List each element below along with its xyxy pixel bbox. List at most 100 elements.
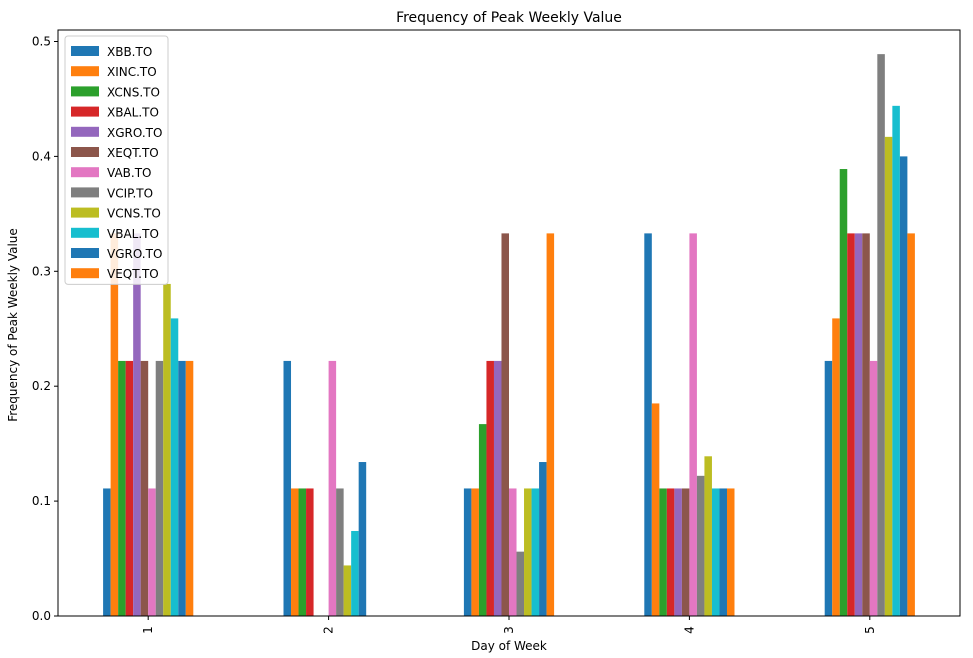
- legend-label: VEQT.TO: [107, 267, 159, 281]
- legend-label: VAB.TO: [107, 166, 151, 180]
- bar-vgro-to-day-2: [358, 462, 367, 616]
- legend: XBB.TO XINC.TO XCNS.TO XBAL.TO XGRO.TO XEQT.T…: [64, 35, 169, 285]
- legend-box: [64, 35, 169, 285]
- bar-veqt-to-day-1: [185, 360, 194, 616]
- y-tick-label: 0.4: [32, 149, 51, 163]
- y-tick-label: 0.2: [32, 379, 51, 393]
- bar-xbal-to-day-3: [486, 360, 494, 616]
- bar-xcns-to-day-1: [118, 360, 126, 616]
- bar-xinc-to-day-5: [832, 318, 840, 616]
- bar-vgro-to-day-1: [178, 360, 186, 616]
- bar-xinc-to-day-3: [471, 488, 479, 616]
- x-tick-label: 4: [682, 626, 696, 634]
- bar-veqt-to-day-3: [546, 233, 555, 616]
- bar-vbal-to-day-1: [170, 318, 179, 616]
- legend-swatch: [71, 268, 99, 279]
- legend-swatch: [71, 187, 99, 198]
- bar-xgro-to-day-3: [493, 360, 502, 616]
- legend-label: XCNS.TO: [107, 85, 160, 99]
- bar-xinc-to-day-2: [291, 488, 299, 616]
- bar-vcns-to-day-4: [704, 456, 712, 616]
- bar-vcns-to-day-3: [524, 488, 532, 616]
- bar-vcns-to-day-1: [163, 283, 171, 616]
- bar-vcns-to-day-2: [343, 565, 352, 616]
- bar-vbal-to-day-4: [711, 488, 720, 616]
- bar-vbal-to-day-2: [351, 530, 359, 616]
- bar-xeqt-to-day-5: [862, 233, 870, 616]
- bar-vcip-to-day-4: [696, 475, 705, 616]
- bar-xeqt-to-day-4: [681, 488, 690, 616]
- x-tick-label: 5: [863, 626, 877, 634]
- bar-veqt-to-day-4: [726, 488, 735, 616]
- bar-xbal-to-day-4: [666, 488, 675, 616]
- bar-vbal-to-day-5: [892, 105, 900, 616]
- legend-swatch: [71, 66, 99, 77]
- chart-title: Frequency of Peak Weekly Value: [396, 10, 622, 26]
- legend-swatch: [71, 126, 99, 137]
- bar-xbb-to-day-2: [283, 360, 292, 616]
- bar-xbb-to-day-5: [824, 360, 833, 616]
- bar-xcns-to-day-2: [298, 488, 307, 616]
- legend-swatch: [71, 227, 99, 238]
- legend-swatch: [71, 86, 99, 97]
- legend-swatch: [71, 207, 99, 218]
- bar-vcns-to-day-5: [884, 136, 893, 617]
- bar-vgro-to-day-3: [539, 462, 547, 616]
- legend-swatch: [71, 248, 99, 258]
- bar-vab-to-day-3: [509, 488, 517, 616]
- bar-xbal-to-day-5: [847, 233, 855, 616]
- bar-xgro-to-day-1: [133, 233, 141, 616]
- legend-swatch: [71, 147, 99, 157]
- bar-xeqt-to-day-3: [501, 233, 509, 616]
- bar-xcns-to-day-3: [478, 424, 487, 616]
- bar-vgro-to-day-4: [719, 488, 727, 616]
- x-tick-label: 1: [141, 626, 155, 634]
- legend-swatch: [71, 106, 99, 117]
- bar-xeqt-to-day-1: [140, 360, 149, 616]
- bar-vab-to-day-4: [689, 233, 697, 616]
- bar-vcip-to-day-1: [155, 360, 164, 616]
- bar-vbal-to-day-3: [531, 488, 540, 616]
- legend-label: XGRO.TO: [107, 126, 162, 140]
- legend-label: XBB.TO: [107, 45, 152, 59]
- bar-xbal-to-day-1: [125, 360, 134, 616]
- y-tick-label: 0.5: [32, 34, 51, 48]
- bar-xbb-to-day-4: [644, 233, 652, 616]
- bar-vab-to-day-2: [328, 360, 337, 616]
- bar-vab-to-day-5: [869, 360, 878, 616]
- y-axis-title: Frequency of Peak Weekly Value: [6, 228, 20, 422]
- bar-xcns-to-day-4: [659, 488, 667, 616]
- bar-xinc-to-day-1: [110, 233, 119, 616]
- bar-vcip-to-day-5: [877, 54, 885, 616]
- legend-swatch: [71, 46, 99, 56]
- legend-label: VCIP.TO: [107, 186, 153, 200]
- x-tick-label: 2: [322, 626, 336, 634]
- axes-group: 0.0 0.1 0.2 0.3 0.4 0.5 1 2 3 4 5: [32, 29, 961, 634]
- bar-xbb-to-day-3: [463, 488, 472, 616]
- y-tick-label: 0.0: [32, 609, 51, 623]
- bar-xcns-to-day-5: [839, 169, 848, 616]
- legend-label: VGRO.TO: [107, 247, 162, 261]
- legend-label: XINC.TO: [107, 65, 157, 79]
- bar-xinc-to-day-4: [651, 403, 660, 616]
- bar-vgro-to-day-5: [899, 156, 908, 616]
- x-axis-title: Day of Week: [471, 639, 547, 653]
- bar-veqt-to-day-5: [907, 233, 915, 616]
- bar-vcip-to-day-2: [336, 488, 344, 616]
- bar-vcip-to-day-3: [516, 551, 525, 616]
- bar-xbb-to-day-1: [103, 488, 111, 616]
- legend-label: XEQT.TO: [107, 146, 159, 160]
- legend-label: VCNS.TO: [107, 207, 161, 221]
- bar-xbal-to-day-2: [306, 488, 314, 616]
- bars-group: [103, 54, 915, 617]
- bar-xgro-to-day-4: [674, 488, 682, 616]
- legend-label: XBAL.TO: [107, 106, 159, 120]
- bar-vab-to-day-1: [148, 488, 156, 616]
- x-tick-label: 3: [502, 626, 516, 634]
- legend-swatch: [71, 167, 99, 178]
- y-tick-label: 0.1: [32, 494, 51, 508]
- legend-label: VBAL.TO: [107, 227, 159, 241]
- bar-xgro-to-day-5: [854, 233, 863, 616]
